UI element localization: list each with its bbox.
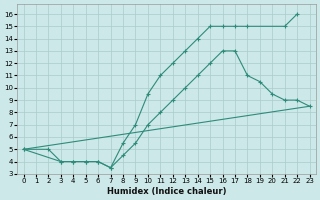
X-axis label: Humidex (Indice chaleur): Humidex (Indice chaleur) <box>107 187 226 196</box>
